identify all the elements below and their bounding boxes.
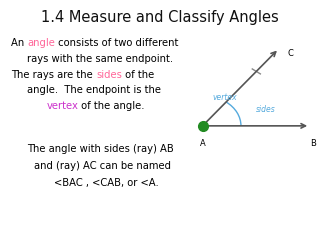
Text: The rays are the: The rays are the: [11, 70, 96, 80]
Text: 1.4 Measure and Classify Angles: 1.4 Measure and Classify Angles: [41, 10, 279, 25]
Text: of the angle.: of the angle.: [78, 101, 145, 111]
Text: The angle with sides (ray) AB: The angle with sides (ray) AB: [27, 144, 174, 154]
Text: and (ray) AC can be named: and (ray) AC can be named: [34, 161, 171, 171]
Text: angle: angle: [28, 38, 55, 48]
Text: C: C: [287, 49, 293, 58]
Text: rays with the same endpoint.: rays with the same endpoint.: [27, 54, 173, 64]
Text: consists of two different: consists of two different: [55, 38, 179, 48]
Text: angle.  The endpoint is the: angle. The endpoint is the: [27, 85, 161, 95]
Text: A: A: [200, 139, 205, 148]
Text: B: B: [310, 139, 316, 148]
Text: sides: sides: [256, 105, 276, 114]
Text: vertex: vertex: [213, 93, 237, 102]
Text: <BAC , <CAB, or <A.: <BAC , <CAB, or <A.: [54, 178, 159, 188]
Text: An: An: [11, 38, 28, 48]
Text: of the: of the: [122, 70, 154, 80]
Text: sides: sides: [96, 70, 122, 80]
Text: vertex: vertex: [46, 101, 78, 111]
